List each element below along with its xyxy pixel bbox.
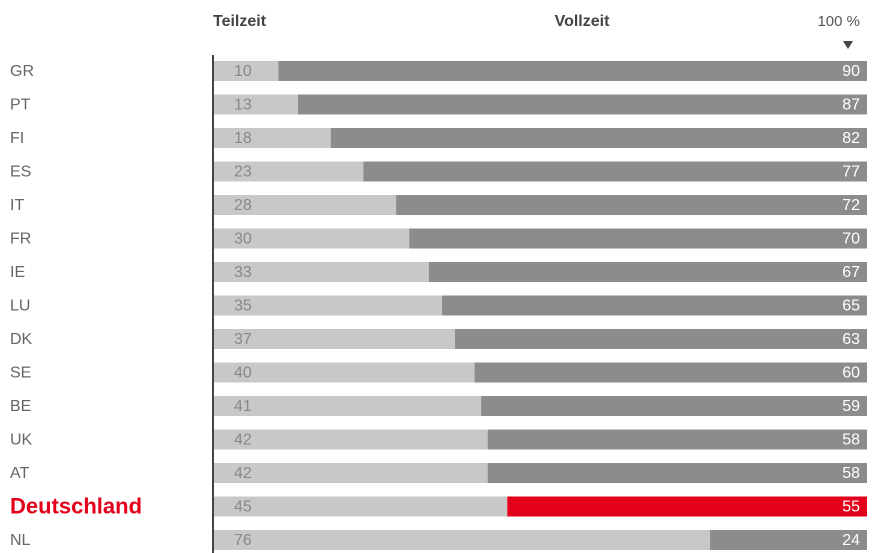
- legend-label: Vollzeit: [555, 13, 610, 30]
- bar-segment: [278, 61, 867, 81]
- value-label: 35: [234, 298, 252, 315]
- category-label: SE: [10, 365, 31, 382]
- value-label: 37: [234, 331, 252, 348]
- bar-segment: [213, 262, 429, 282]
- category-label: UK: [10, 432, 33, 449]
- category-label: Deutschland: [10, 493, 142, 518]
- value-label: 72: [842, 197, 860, 214]
- bar-segment: [213, 228, 410, 249]
- bar-segment: [213, 463, 488, 483]
- bar-segment: [213, 396, 482, 416]
- bar-segment: [213, 329, 455, 349]
- value-label: 13: [234, 97, 252, 114]
- category-label: NL: [10, 532, 31, 549]
- bar-segment: [298, 94, 867, 115]
- bar-segment: [213, 362, 475, 383]
- bar-segment: [710, 530, 867, 550]
- tick-marker: [843, 41, 853, 49]
- category-label: FR: [10, 231, 31, 248]
- value-label: 58: [842, 465, 860, 482]
- value-label: 24: [842, 532, 860, 549]
- value-label: 82: [842, 130, 860, 147]
- value-label: 67: [842, 264, 860, 281]
- bar-segment: [409, 228, 867, 249]
- category-label: ES: [10, 164, 31, 181]
- value-label: 33: [234, 264, 252, 281]
- category-label: LU: [10, 298, 30, 315]
- value-label: 41: [234, 398, 252, 415]
- category-label: BE: [10, 398, 31, 415]
- value-label: 87: [842, 97, 860, 114]
- value-label: 60: [842, 365, 860, 382]
- bar-segment: [213, 128, 331, 148]
- bar-segment: [441, 295, 867, 316]
- bar-segment: [213, 195, 397, 215]
- value-label: 76: [234, 532, 252, 549]
- value-label: 55: [842, 499, 860, 516]
- bar-segment: [481, 396, 867, 416]
- bar-segment: [428, 262, 867, 282]
- bar-segment: [396, 195, 867, 215]
- bar-segment: [363, 161, 867, 182]
- category-label: FI: [10, 130, 24, 147]
- bar-segment: [213, 530, 711, 550]
- bar-segment: [474, 362, 867, 383]
- bar-segment: [487, 429, 867, 450]
- bar-segment: [213, 161, 364, 182]
- category-label: PT: [10, 97, 31, 114]
- value-label: 23: [234, 164, 252, 181]
- value-label: 10: [234, 63, 252, 80]
- bar-segment: [213, 429, 488, 450]
- value-label: 40: [234, 365, 252, 382]
- value-label: 42: [234, 432, 252, 449]
- category-label: AT: [10, 465, 29, 482]
- value-label: 63: [842, 331, 860, 348]
- bar-segment: [487, 463, 867, 483]
- category-label: IE: [10, 264, 25, 281]
- bar-segment: [213, 61, 279, 81]
- category-label: DK: [10, 331, 33, 348]
- value-label: 90: [842, 63, 860, 80]
- value-label: 18: [234, 130, 252, 147]
- value-label: 70: [842, 231, 860, 248]
- bar-segment: [213, 295, 442, 316]
- value-label: 77: [842, 164, 860, 181]
- value-label: 59: [842, 398, 860, 415]
- value-label: 58: [842, 432, 860, 449]
- bar-segment: [213, 94, 299, 115]
- bar-segment: [507, 496, 867, 517]
- category-label: IT: [10, 197, 24, 214]
- value-label: 30: [234, 231, 252, 248]
- value-label: 65: [842, 298, 860, 315]
- value-label: 45: [234, 499, 252, 516]
- bar-segment: [330, 128, 868, 148]
- value-label: 42: [234, 465, 252, 482]
- bar-segment: [213, 496, 508, 517]
- category-label: GR: [10, 63, 34, 80]
- legend-label: Teilzeit: [213, 13, 267, 30]
- x-tick-label: 100 %: [817, 13, 860, 30]
- bar-segment: [454, 329, 867, 349]
- value-label: 28: [234, 197, 252, 214]
